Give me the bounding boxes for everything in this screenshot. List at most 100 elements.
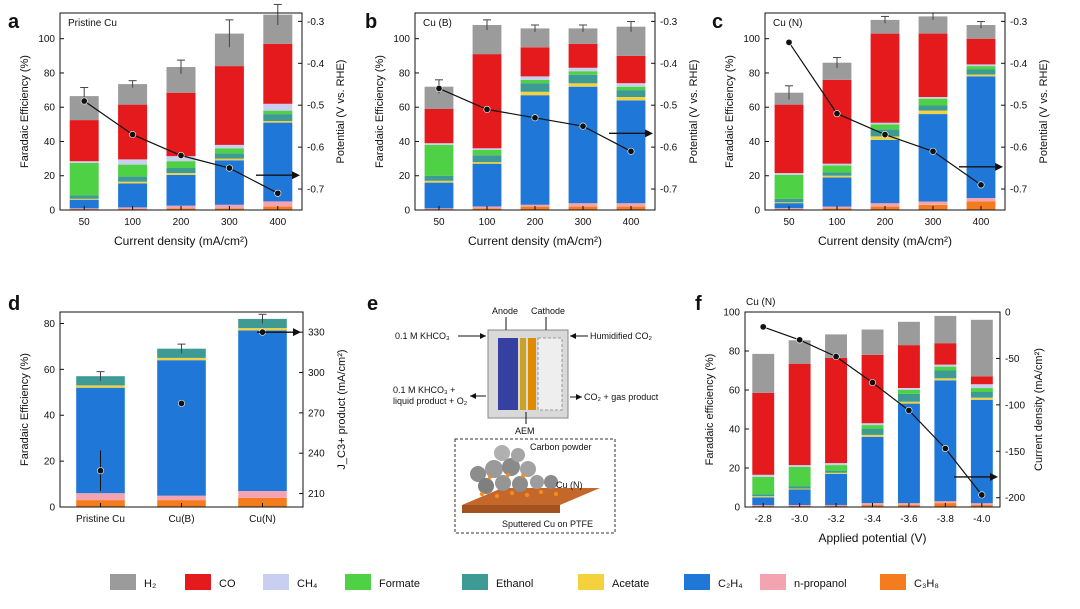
bar-segment-c2h4 [934, 380, 957, 502]
bar-segment-ch4 [870, 122, 900, 125]
bar-segment-co [568, 43, 598, 68]
bar-segment-co [898, 345, 920, 388]
legend-swatch-c3h8 [880, 574, 906, 590]
axis-arrow-head [645, 129, 653, 138]
bar-segment-co [825, 357, 847, 464]
y2-tick-label: -0.5 [307, 101, 325, 112]
y-tick-label: 0 [404, 206, 410, 217]
line-point [80, 97, 88, 105]
y-tick-label: 60 [729, 386, 741, 397]
bar-segment-ch4 [825, 463, 847, 465]
y-axis-label: Faradaic efficiency (%) [704, 354, 716, 466]
y2-tick-label: 270 [308, 408, 325, 419]
y2-tick-label: -0.6 [660, 143, 678, 154]
bar-segment-c2h4 [166, 174, 196, 206]
line-point [274, 189, 282, 197]
bar-segment-ethanol [166, 168, 196, 174]
bar-segment-co [918, 33, 948, 97]
y2-tick-label: -0.7 [1010, 185, 1028, 196]
bar-segment-formate [520, 79, 550, 84]
bar-segment-acetate [918, 110, 948, 114]
x-tick-label: -2.8 [755, 514, 773, 525]
bar-segment-n-propanol [520, 204, 550, 207]
y-tick-label: 40 [729, 425, 741, 436]
bar-segment-n-propanol [870, 203, 900, 207]
bar-segment-acetate [520, 91, 550, 96]
line-point [225, 164, 233, 172]
bar-segment-co [166, 92, 196, 157]
y-tick-label: 40 [749, 137, 761, 148]
legend-label-acetate: Acetate [612, 578, 649, 590]
bar-segment-c2h4 [238, 330, 287, 491]
y2-tick-label: -0.5 [660, 101, 678, 112]
line-point [832, 353, 840, 361]
bar-segment-formate [918, 98, 948, 106]
y-tick-label: 60 [44, 365, 56, 376]
bar-segment-n-propanol [966, 198, 996, 202]
bar-segment-acetate [788, 488, 811, 490]
bar-segment-acetate [966, 74, 996, 77]
bar-segment-formate [424, 144, 454, 176]
y2-tick-label: -0.7 [660, 185, 678, 196]
x-axis-label: Current density (mA/cm²) [818, 234, 952, 248]
bar-segment-ch4 [472, 148, 502, 150]
line-point [868, 379, 876, 387]
x-tick-label: -3.4 [864, 514, 882, 525]
x-tick-label: -3.0 [791, 514, 809, 525]
bar-segment-c3h8 [238, 497, 287, 507]
legend-label-h2: H₂ [144, 578, 156, 590]
bar-segment-co [472, 54, 502, 149]
bar-segment-co [752, 392, 775, 475]
bar-segment-h2 [966, 25, 996, 39]
y2-axis-label: Potential (V vs. RHE) [335, 60, 347, 164]
bar-segment-ch4 [263, 103, 293, 111]
line-point [579, 122, 587, 130]
bar-segment-ch4 [616, 83, 646, 87]
cu-nanoparticles [479, 473, 559, 499]
bar-segment-ethanol [898, 393, 920, 402]
line-point [978, 491, 986, 499]
x-axis-label: Current density (mA/cm²) [114, 234, 248, 248]
y-tick-label: 20 [44, 457, 56, 468]
legend-label-n-propanol: n-propanol [794, 578, 847, 590]
y-tick-label: 0 [754, 206, 760, 217]
bar-segment-co [966, 38, 996, 65]
y2-tick-label: -200 [1005, 493, 1025, 504]
legend-swatch-co [185, 574, 211, 590]
bar-segment-ethanol [472, 155, 502, 163]
bar-segment-ethanol [861, 429, 884, 435]
y2-axis-label: Current density (mA/cm²) [1033, 348, 1045, 471]
bar-segment-n-propanol [263, 201, 293, 207]
bar-segment-h2 [822, 62, 852, 80]
legend-swatch-n-propanol [760, 574, 786, 590]
x-tick-label: -3.8 [937, 514, 955, 525]
x-tick-label: -4.0 [973, 514, 991, 525]
y2-tick-label: -0.5 [1010, 101, 1028, 112]
y-tick-label: 0 [49, 206, 55, 217]
legend-swatch-formate [345, 574, 371, 590]
panel-title-a: Pristine Cu [68, 18, 117, 29]
y2-tick-label: 300 [308, 368, 325, 379]
bar-segment-h2 [424, 86, 454, 109]
bar-segment-ch4 [934, 364, 957, 367]
x-tick-label: 400 [623, 217, 640, 228]
cathode-layer [528, 338, 536, 410]
label-left-top: 0.1 M KHCO₃ [395, 331, 450, 341]
bar-segment-acetate [822, 175, 852, 178]
bar-segment-co [861, 354, 884, 424]
axis-arrow-head [293, 328, 301, 337]
y-tick-label: 60 [44, 103, 56, 114]
bar-segment-co [822, 79, 852, 164]
bar-segment-c2h4 [263, 122, 293, 202]
y-tick-label: 80 [729, 347, 741, 358]
line-point [759, 323, 767, 331]
line-point [177, 152, 185, 160]
bar-segment-h2 [568, 28, 598, 44]
line-point [483, 105, 491, 113]
bar-segment-formate [774, 174, 804, 199]
ptfe-substrate [462, 488, 600, 505]
y-tick-label: 100 [393, 34, 410, 45]
bar-segment-formate [970, 388, 993, 392]
label-cu-n: Cu (N) [556, 480, 583, 490]
bar-segment-h2 [870, 19, 900, 34]
